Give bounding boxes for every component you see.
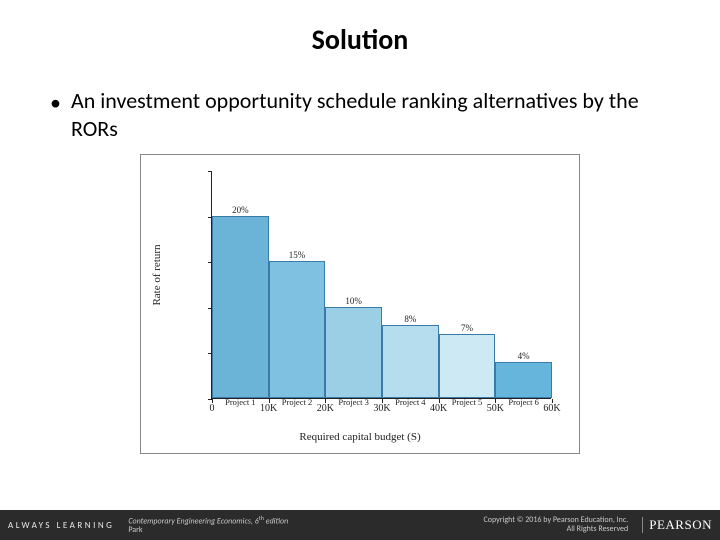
chart-bar: Project 5 <box>439 334 496 398</box>
chart-bar: Project 3 <box>325 307 382 398</box>
logo-separator <box>642 517 643 533</box>
chart-xtick-label: 10K <box>260 403 277 414</box>
chart-xtick-label: 60K <box>543 403 560 414</box>
chart-ytick-label: 25% <box>0 166 205 177</box>
chart-xtick-mark <box>325 399 326 403</box>
bullet-item: • An investment opportunity schedule ran… <box>50 87 670 142</box>
pearson-brand-text: PEARSON <box>649 517 712 533</box>
bullet-marker-icon: • <box>50 89 61 117</box>
slide: Solution • An investment opportunity sch… <box>0 0 720 540</box>
body-area: • An investment opportunity schedule ran… <box>0 57 720 142</box>
chart-bar: Project 4 <box>382 325 439 398</box>
chart-xlabel: Required capital budget (S) <box>299 431 420 443</box>
chart-plot-area: 010K20K30K40K50K60KProject 120%Project 2… <box>211 171 551 399</box>
chart-xtick-mark <box>495 399 496 403</box>
chart-xtick-mark <box>439 399 440 403</box>
pearson-logo: PEARSON <box>636 517 712 533</box>
chart-ytick-label: 5% <box>0 348 205 359</box>
chart-bar: Project 2 <box>269 261 326 398</box>
chart-ylabel: Rate of return <box>151 244 163 305</box>
footer-book-line1a: Contemporary Engineering Economics, 6 <box>128 517 258 527</box>
chart-bar-value-label: 4% <box>518 351 530 361</box>
footer-book-line1c: edition <box>264 517 288 527</box>
chart-xtick-label: 0 <box>210 403 215 414</box>
footer-copyright: Copyright © 2016 by Pearson Education, I… <box>483 516 628 534</box>
footer-always-learning: ALWAYS LEARNING <box>8 520 114 531</box>
chart-bar: Project 6 <box>495 362 552 398</box>
chart-bar: Project 1 <box>212 216 269 398</box>
chart-ytick-label: 10% <box>0 302 205 313</box>
footer-book-line1: Contemporary Engineering Economics, 6th … <box>128 515 288 526</box>
chart-xtick-mark <box>382 399 383 403</box>
chart-ytick-mark <box>208 171 212 172</box>
chart-xtick-label: 50K <box>487 403 504 414</box>
chart-bar-value-label: 20% <box>232 205 249 215</box>
chart-bar-value-label: 10% <box>345 296 362 306</box>
chart-xtick-mark <box>552 399 553 403</box>
chart-bar-value-label: 8% <box>404 314 416 324</box>
slide-title: Solution <box>0 0 720 57</box>
bullet-text: An investment opportunity schedule ranki… <box>71 87 670 142</box>
footer-book-line2: Park <box>128 526 288 535</box>
chart-ytick-label: 20% <box>0 211 205 222</box>
chart-xtick-label: 20K <box>317 403 334 414</box>
chart-bar-value-label: 7% <box>461 323 473 333</box>
chart-inner: Rate of return 0 10K 20K 30K 40K 50K 60K Projec… <box>147 161 573 447</box>
chart-xtick-label: 30K <box>373 403 390 414</box>
footer-bar: ALWAYS LEARNING Contemporary Engineering… <box>0 510 720 540</box>
chart-xtick-mark <box>269 399 270 403</box>
footer-book-ref: Contemporary Engineering Economics, 6th … <box>128 515 288 535</box>
chart-bar-value-label: 15% <box>289 250 306 260</box>
footer-copy-line2: All Rights Reserved <box>483 525 628 534</box>
chart-xtick-mark <box>212 399 213 403</box>
chart: Rate of return 0 10K 20K 30K 40K 50K 60K Projec… <box>140 154 580 454</box>
chart-ytick-label: 0% <box>0 394 205 405</box>
chart-ytick-label: 15% <box>0 257 205 268</box>
chart-xtick-label: 40K <box>430 403 447 414</box>
